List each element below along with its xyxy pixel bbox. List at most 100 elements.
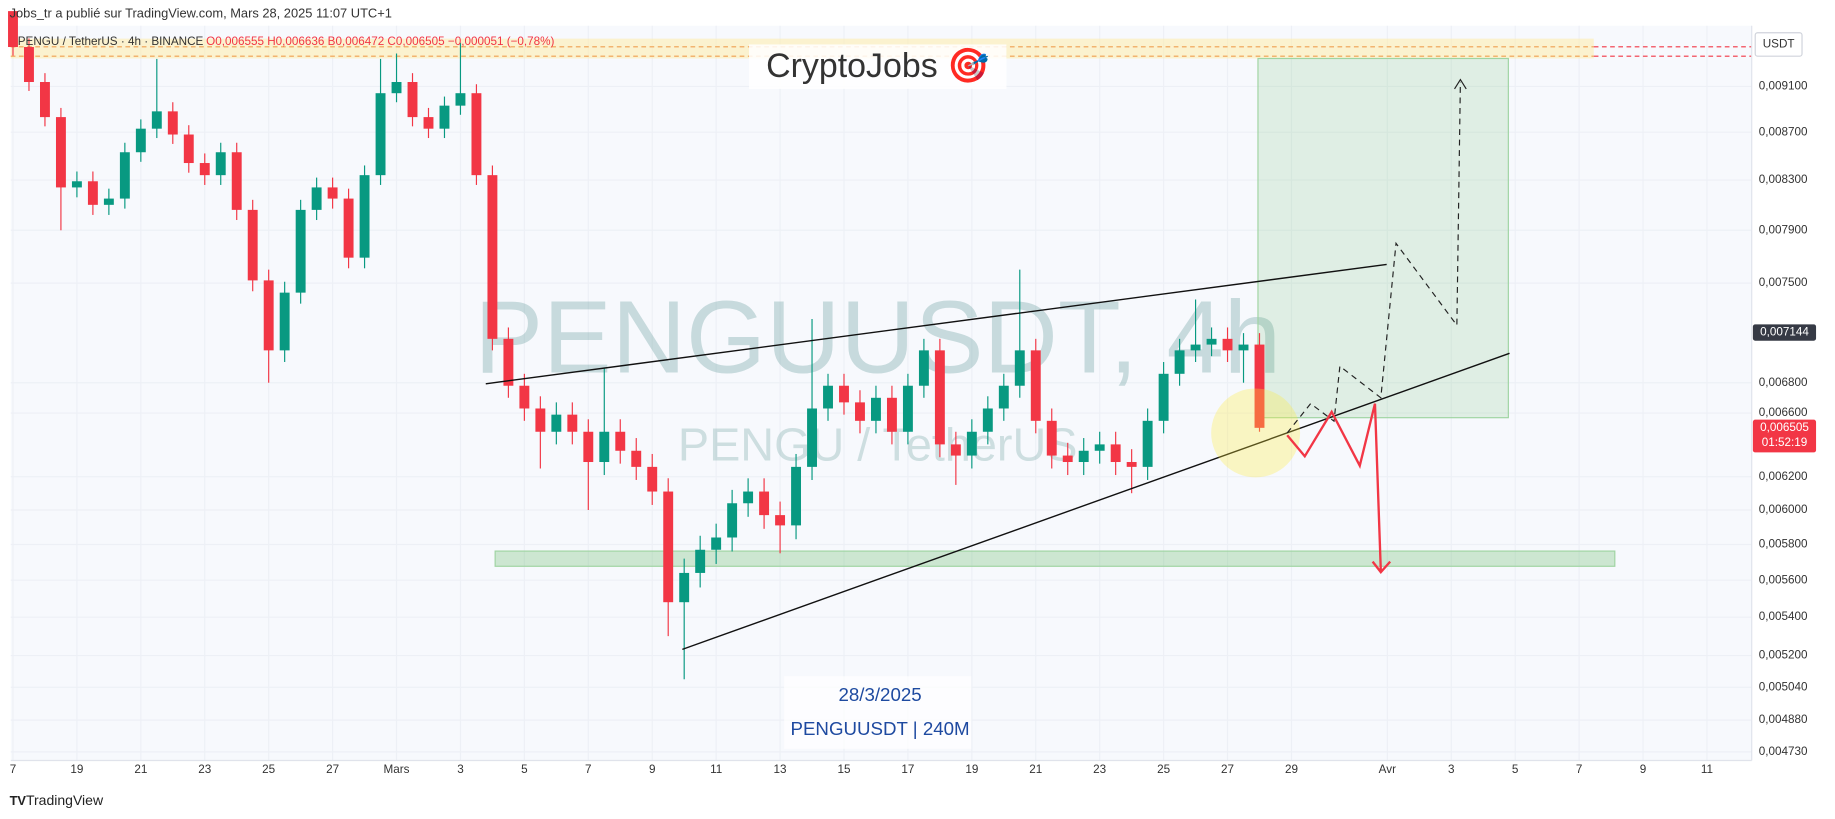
trend-line [485,263,1387,385]
candle-body [695,549,706,573]
candle-body [1030,350,1041,421]
candle-body [902,385,913,432]
header: Jobs_tr a publié sur TradingView.com, Ma… [10,5,392,20]
x-tick-label: 23 [198,763,211,776]
price-tag: 0,006505 [1760,421,1809,434]
y-tick-label: 0,005200 [1759,649,1808,662]
candle-body [998,385,1009,409]
x-tick-label: 23 [1093,763,1106,776]
candle-body [775,515,786,526]
candle-body [918,350,929,386]
candle-body [103,198,114,205]
y-tick-label: 0,007500 [1759,276,1808,289]
x-tick-label: 25 [1157,763,1171,776]
candle-body [135,128,146,153]
candle-body [551,414,562,432]
candle-body [311,187,322,210]
candle-body [727,503,738,538]
candle-body [391,82,402,94]
candle-body [327,187,338,199]
box-date: 28/3/2025 [838,684,921,705]
candle-body [1174,350,1185,374]
support-zone [494,550,1616,567]
candle-body [791,466,802,526]
footer: TradingView [26,792,104,808]
candle-body [934,350,945,445]
candle-body [711,537,722,550]
candle-body [663,491,674,603]
candle-body [647,466,658,492]
x-tick-label: 3 [1448,763,1455,776]
candle-body [295,209,306,293]
candle-body [263,280,274,351]
x-tick-label: 3 [457,763,464,776]
candle-body [583,431,594,463]
candle-body [615,431,626,451]
candle-body [886,397,897,432]
candle-body [1014,350,1025,386]
candle-body [279,292,290,351]
candle-body [743,491,754,504]
candle-body [119,152,130,199]
x-tick-label: Mars [384,763,410,776]
price-tag: 0,007144 [1760,326,1809,339]
x-tick-label: 21 [134,763,147,776]
candle-body [247,209,258,281]
x-tick-label: 7 [10,763,17,776]
currency: USDT [1763,38,1795,51]
candle-body [503,338,514,386]
y-tick-label: 0,004880 [1759,713,1808,726]
candle-body [759,491,770,516]
trend-line [682,352,1510,651]
x-tick-label: 15 [837,763,851,776]
candle-body [1062,455,1073,463]
watermark-sub: PENGU / TetherUS [678,418,1078,470]
candle-body [167,111,178,135]
candle-body [1046,420,1057,456]
legend-symbol: PENGU / TetherUS · 4h · BINANCE [18,35,204,48]
x-tick-label: 27 [1221,763,1234,776]
candle-body [39,82,50,118]
arrow-head [1454,78,1467,90]
x-tick-label: 11 [1701,763,1713,776]
candle-body [631,450,642,467]
x-tick-label: 29 [1285,763,1298,776]
x-tick-label: 7 [1576,763,1583,776]
grid [10,25,1752,761]
candle-body [1142,420,1153,467]
y-tick-label: 0,005040 [1759,680,1808,693]
price-tag-box [1752,324,1817,341]
x-tick-label: 13 [774,763,787,776]
candle-body [487,175,498,339]
y-tick-label: 0,007900 [1759,223,1808,236]
y-tick-label: 0,008700 [1759,125,1808,138]
candle-body [343,198,354,258]
brand-box [749,44,1007,89]
candle-body [535,408,546,432]
candle-body [439,105,450,129]
candle-body [1158,373,1169,421]
candle-body [855,402,865,421]
candle-body [359,175,370,258]
candle-body [407,82,418,118]
candle-body [871,397,881,421]
y-tick-label: 0,004730 [1759,745,1808,758]
candles [8,11,1265,680]
footer-logo: TV [10,793,27,808]
price-tag-box [1752,419,1817,453]
countdown: 01:52:19 [1762,436,1808,449]
candle-body [807,408,817,467]
candle-body [982,408,993,432]
candle-body [1110,444,1121,463]
y-tick-label: 0,006600 [1759,406,1808,419]
candle-body [151,111,162,129]
candle-body [599,431,610,463]
candle-body [1206,338,1217,345]
candle-body [231,152,242,210]
candle-body [215,152,226,176]
candle-body [8,11,18,48]
x-tick-label: 9 [1640,763,1647,776]
candle-body [1126,462,1137,467]
